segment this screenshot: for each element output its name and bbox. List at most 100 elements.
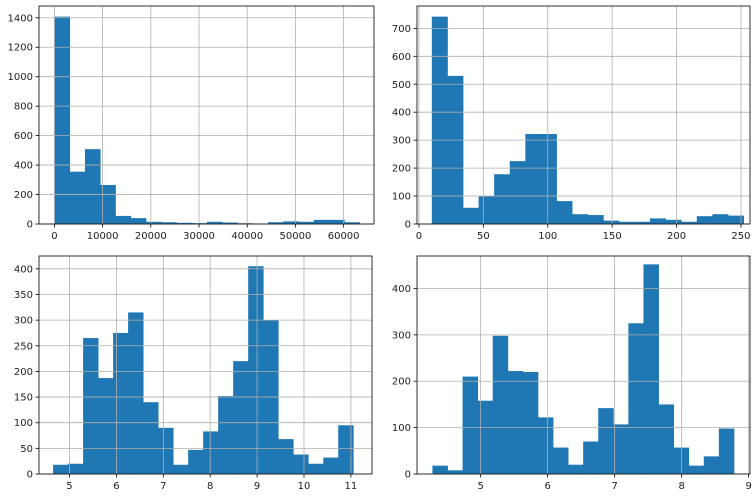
histogram-bar (540, 134, 557, 224)
histogram-bar (618, 221, 635, 224)
histogram-bar (283, 221, 299, 224)
y-tick-label: 600 (392, 52, 411, 63)
histogram-bar (143, 402, 159, 474)
histogram-bar (658, 404, 675, 474)
x-tick-label: 50 (477, 231, 490, 242)
y-tick-label: 400 (14, 264, 33, 275)
histogram-bar (462, 207, 479, 224)
histogram-bar (298, 221, 315, 224)
x-tick-label: 11 (345, 481, 358, 492)
histogram-bar (634, 221, 651, 224)
histogram-bar (145, 221, 162, 224)
y-tick-label: 400 (392, 108, 411, 119)
histogram-bar (161, 222, 177, 224)
x-tick-label: 8 (678, 481, 684, 492)
y-tick-label: 800 (14, 102, 33, 113)
x-tick-label: 0 (416, 231, 422, 242)
y-tick-label: 150 (14, 393, 33, 404)
histogram-bar (233, 361, 249, 474)
histogram-bar (83, 338, 99, 474)
y-tick-label: 1000 (8, 72, 33, 83)
x-tick-label: 30000 (183, 231, 215, 242)
y-tick-label: 700 (392, 24, 411, 35)
x-tick-label: 20000 (135, 231, 167, 242)
histogram-bar (696, 216, 713, 224)
histogram-bar (478, 196, 495, 224)
histogram-1: 0 10000 20000 30000 40000 50000 60000 0 200 400 60… (8, 5, 375, 242)
histogram-bar (248, 266, 264, 474)
histogram-bar (431, 16, 448, 225)
histogram-bar (583, 441, 599, 474)
histogram-bar (313, 219, 330, 224)
histogram-bar (718, 428, 735, 474)
histogram-bar (492, 335, 509, 474)
histogram-bar (158, 427, 174, 474)
histogram-bar (613, 424, 629, 474)
x-tick-label: 7 (160, 481, 166, 492)
x-tick-label: 50000 (280, 231, 312, 242)
histogram-bar (537, 417, 554, 474)
histogram-bar (338, 425, 354, 474)
histogram-bar (598, 408, 614, 474)
histogram-bar (522, 371, 539, 474)
y-tick-label: 0 (405, 220, 411, 231)
y-tick-label: 1400 (8, 13, 33, 24)
histogram-bar (176, 222, 193, 224)
histogram-bar (462, 376, 479, 474)
x-tick-label: 7 (611, 481, 617, 492)
y-tick-label: 200 (392, 377, 411, 388)
x-tick-label: 250 (731, 231, 750, 242)
histogram-bar (650, 218, 667, 224)
histogram-bar (69, 171, 86, 224)
x-tick-label: 9 (745, 481, 751, 492)
histogram-bar (293, 454, 309, 474)
histogram-bar (494, 174, 511, 224)
y-tick-label: 400 (14, 161, 33, 172)
plot-frame (38, 255, 373, 475)
x-tick-label: 6 (113, 481, 119, 492)
y-tick-label: 200 (14, 190, 33, 201)
histogram-bar (525, 134, 542, 224)
histogram-2: 0 50 100 150 200 250 0 100 200 300 400 500 600 700 (392, 5, 751, 242)
histogram-bar (54, 16, 71, 224)
histogram-bar (432, 465, 448, 474)
histogram-bar (688, 465, 705, 474)
histogram-bar (447, 470, 463, 474)
histogram-bar (173, 464, 189, 474)
histogram-bar (53, 464, 69, 474)
y-tick-label: 100 (392, 192, 411, 203)
plot-frame (416, 5, 751, 225)
x-tick-label: 0 (51, 231, 57, 242)
histogram-bar (206, 221, 223, 224)
y-tick-label: 0 (405, 470, 411, 481)
histogram-bar (587, 215, 604, 224)
histogram-4: 5 6 7 8 9 0 100 200 300 400 (392, 255, 752, 492)
y-tick-label: 200 (14, 367, 33, 378)
y-tick-label: 100 (14, 418, 33, 429)
histogram-bar (681, 221, 698, 224)
histogram-bar (191, 223, 208, 224)
plot-frame (416, 255, 751, 475)
histogram-bar (727, 215, 744, 224)
x-tick-label: 40000 (231, 231, 263, 242)
histogram-bar (572, 214, 589, 224)
y-tick-label: 100 (392, 423, 411, 434)
x-tick-label: 150 (603, 231, 622, 242)
histogram-bar (130, 218, 147, 224)
histogram-bar (188, 449, 204, 474)
histogram-bar (665, 219, 682, 224)
y-tick-label: 500 (392, 80, 411, 91)
histogram-bar (222, 222, 238, 224)
histogram-bar (447, 75, 464, 225)
histogram-bar (218, 396, 234, 474)
histogram-bar (278, 439, 294, 474)
y-tick-label: 300 (392, 136, 411, 147)
histogram-bar (115, 215, 132, 224)
histogram-bar (603, 220, 620, 224)
histogram-bar (628, 323, 644, 474)
y-tick-label: 1200 (8, 43, 33, 54)
histogram-bar (128, 312, 144, 474)
histogram-bar (568, 464, 584, 474)
x-tick-label: 10 (298, 481, 311, 492)
